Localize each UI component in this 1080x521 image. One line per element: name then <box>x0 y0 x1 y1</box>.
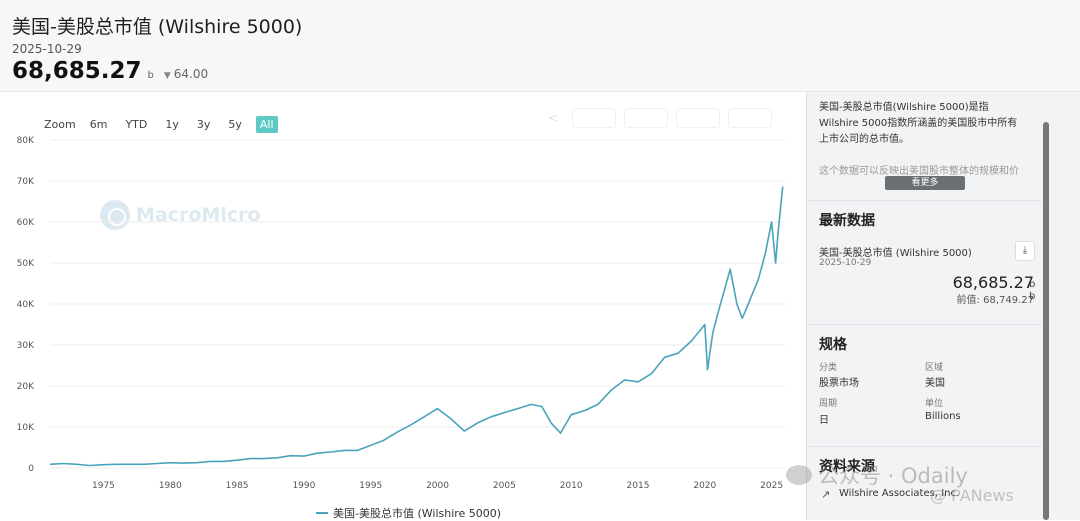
share-icon[interactable]: < <box>548 111 559 125</box>
spec-region-label: 区域 <box>925 363 944 373</box>
range-3y-button[interactable]: 3y <box>196 118 211 131</box>
latest-date: 2025-10-29 <box>819 258 872 268</box>
wechat-watermark-text: 公众号 · Odaily <box>818 464 968 488</box>
spec-category-value: 股票市场 <box>819 378 859 389</box>
y-tick-label: 60K <box>17 218 35 228</box>
range-6m-button[interactable]: 6m <box>89 118 108 131</box>
see-more-button[interactable]: 看更多 <box>885 176 965 190</box>
x-tick-label: 1995 <box>359 481 382 491</box>
spec-category-label: 分类 <box>819 363 838 373</box>
tool-button-3[interactable] <box>676 108 721 128</box>
download-icon[interactable]: ⤓ <box>1015 241 1035 261</box>
source-heading: 资料来源 <box>819 459 875 475</box>
grid-lines <box>50 139 785 469</box>
range-selector: Zoom 6m YTD 1y 3y 5y All <box>44 116 288 133</box>
y-tick-label: 30K <box>17 341 35 351</box>
description-line-2: Wilshire 5000指数所涵盖的美国股市中所有 <box>819 118 1018 129</box>
spec-period-label: 周期 <box>819 399 838 409</box>
spec-unit-label: 单位 <box>925 399 944 409</box>
divider <box>807 324 1041 325</box>
header: 美国-美股总市值 (Wilshire 5000) 2025-10-29 68,6… <box>0 0 1080 92</box>
watermark-text: MacroMicro <box>136 204 261 226</box>
change-label: ▼ 64.00 <box>164 67 208 81</box>
page-title: 美国-美股总市值 (Wilshire 5000) <box>12 16 303 38</box>
previous-label: 前值: <box>956 295 980 306</box>
legend-swatch <box>316 512 328 514</box>
macromicro-watermark: MacroMicro <box>100 200 261 230</box>
x-tick-label: 2020 <box>693 481 716 491</box>
x-tick-label: 2005 <box>493 481 516 491</box>
y-tick-label: 10K <box>17 423 35 433</box>
info-panel: 美国-美股总市值(Wilshire 5000)是指 Wilshire 5000指… <box>806 92 1080 520</box>
y-tick-label: 50K <box>17 259 35 269</box>
wechat-watermark: 公众号 · Odaily <box>786 460 968 490</box>
tool-button-1[interactable] <box>572 108 617 128</box>
x-tick-label: 2025 <box>760 481 783 491</box>
x-axis-labels: 1975 1980 1985 1990 1995 2000 2005 2010 2015 2020… <box>92 481 783 491</box>
macromicro-logo-icon <box>100 200 130 230</box>
current-unit: b <box>147 70 154 81</box>
spec-period-value: 日 <box>819 415 829 426</box>
description-faded: 这个数据可以反映出美国股市整体的规模和价 <box>819 166 1019 177</box>
chart-toolbar: < <box>548 108 773 128</box>
x-tick-label: 2000 <box>426 481 449 491</box>
chart-legend[interactable]: 美国-美股总市值 (Wilshire 5000) <box>316 505 501 521</box>
description-line-1: 美国-美股总市值(Wilshire 5000)是指 <box>819 102 989 113</box>
x-tick-label: 2010 <box>560 481 583 491</box>
y-tick-label: 80K <box>17 136 35 146</box>
divider <box>807 200 1041 201</box>
range-ytd-button[interactable]: YTD <box>125 118 148 131</box>
y-tick-label: 20K <box>17 382 35 392</box>
latest-series-name: 美国-美股总市值 (Wilshire 5000) <box>819 248 972 259</box>
previous-value-row: 前值: 68,749.27 <box>957 291 1034 306</box>
date-label: 2025-10-29 <box>12 42 82 56</box>
x-tick-label: 1985 <box>226 481 249 491</box>
spec-region-value: 美国 <box>925 378 945 389</box>
range-all-button[interactable]: All <box>255 116 278 133</box>
zoom-label: Zoom <box>44 118 76 131</box>
value-row: 68,685.27 b ▼ 64.00 <box>12 58 208 84</box>
external-link-icon[interactable]: ↗ <box>821 488 831 501</box>
latest-unit: b <box>1029 279 1036 290</box>
previous-unit: b <box>1029 291 1036 302</box>
x-tick-label: 2015 <box>627 481 650 491</box>
x-tick-label: 1990 <box>292 481 315 491</box>
latest-heading: 最新数据 <box>819 213 875 229</box>
y-axis-labels: 0 10K 20K 30K 40K 50K 60K 70K 80K <box>17 136 35 474</box>
description-line-3: 上市公司的总市值。 <box>819 134 909 145</box>
panews-watermark: @ PANews <box>930 486 1014 505</box>
latest-value: 68,685.27 <box>952 273 1034 292</box>
y-tick-label: 70K <box>17 177 35 187</box>
tool-button-4[interactable] <box>728 108 773 128</box>
legend-label: 美国-美股总市值 (Wilshire 5000) <box>333 507 502 520</box>
x-tick-label: 1975 <box>92 481 115 491</box>
chart-area: Zoom 6m YTD 1y 3y 5y All < MacroMicro 0 1… <box>0 92 806 520</box>
y-tick-label: 0 <box>28 464 34 474</box>
series-line <box>49 186 784 467</box>
tool-button-2[interactable] <box>624 108 669 128</box>
range-5y-button[interactable]: 5y <box>228 118 242 131</box>
scrollbar[interactable] <box>1043 122 1049 520</box>
x-tick-label: 1980 <box>159 481 182 491</box>
change-value: 64.00 <box>173 67 209 81</box>
current-value: 68,685.27 <box>12 58 142 84</box>
previous-value: 68,749.27 <box>983 295 1034 306</box>
source-link[interactable]: Wilshire Associates, Inc. <box>839 488 960 499</box>
wechat-icon <box>786 465 812 485</box>
range-1y-button[interactable]: 1y <box>165 118 179 131</box>
y-tick-label: 40K <box>17 300 35 310</box>
spec-unit-value: Billions <box>925 411 961 422</box>
spec-heading: 规格 <box>819 337 847 353</box>
divider <box>807 446 1041 447</box>
triangle-down-icon: ▼ <box>163 71 171 81</box>
